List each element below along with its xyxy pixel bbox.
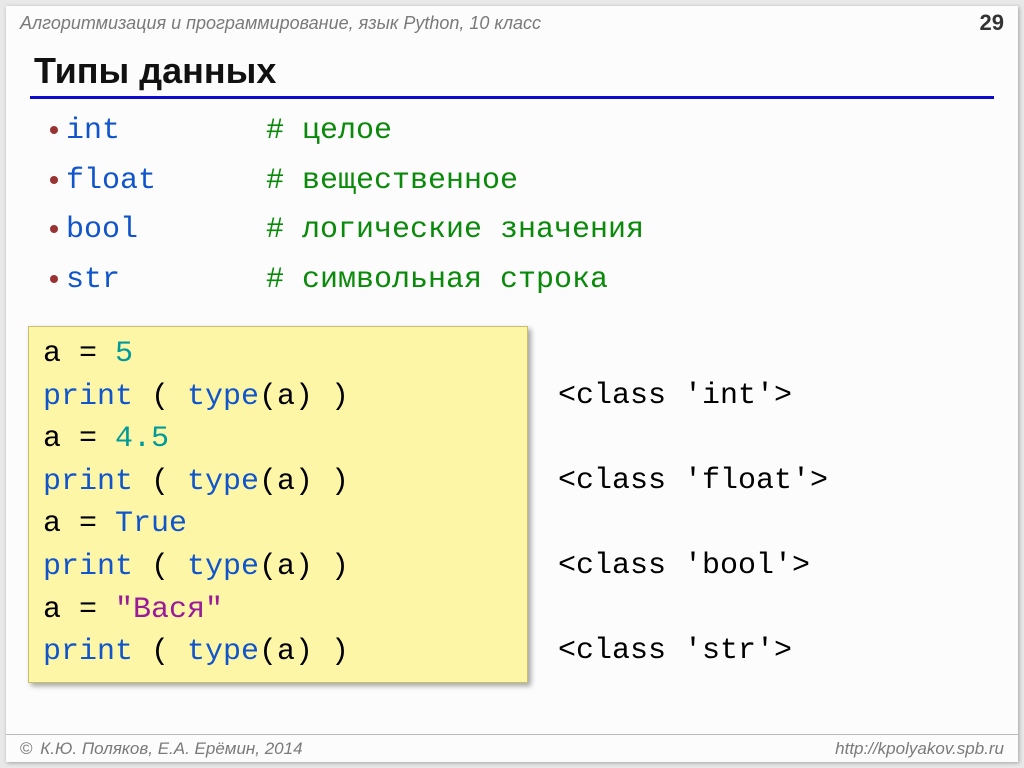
- type-keyword: str: [66, 256, 266, 306]
- bullet-icon: [50, 275, 58, 283]
- output-spacer: [558, 332, 988, 375]
- type-keyword: bool: [66, 206, 266, 256]
- code-line: a = 4.5: [43, 418, 517, 461]
- code-token: 5: [115, 337, 133, 371]
- type-comment: # символьная строка: [266, 256, 608, 306]
- code-token: True: [115, 507, 187, 541]
- code-token: =: [61, 507, 115, 541]
- type-list: int # целое float # вещественное bool # …: [50, 107, 1018, 305]
- output-spacer: [558, 417, 988, 460]
- type-comment: # логические значения: [266, 206, 644, 256]
- list-item: float # вещественное: [50, 157, 1018, 207]
- code-token: print: [43, 465, 133, 499]
- output-spacer: [558, 502, 988, 545]
- bullet-icon: [50, 225, 58, 233]
- authors: К.Ю. Поляков, Е.А. Ерёмин, 2014: [40, 739, 302, 758]
- code-token: "Вася": [115, 593, 223, 627]
- course-title: Алгоритмизация и программирование, язык …: [20, 13, 541, 34]
- code-token: type: [187, 550, 259, 584]
- code-line: print ( type(a) ): [43, 631, 517, 674]
- code-token: type: [187, 635, 259, 669]
- code-token: =: [61, 422, 115, 456]
- code-line: a = 5: [43, 333, 517, 376]
- code-token: (a) ): [259, 635, 349, 669]
- code-line: print ( type(a) ): [43, 546, 517, 589]
- code-token: =: [61, 337, 115, 371]
- code-token: (a) ): [259, 380, 349, 414]
- code-token: (a) ): [259, 465, 349, 499]
- page-number: 29: [980, 10, 1004, 36]
- code-line: a = True: [43, 503, 517, 546]
- code-token: type: [187, 465, 259, 499]
- code-token: 4.5: [115, 422, 169, 456]
- code-token: =: [61, 593, 115, 627]
- code-line: a = "Вася": [43, 589, 517, 632]
- slide: Алгоритмизация и программирование, язык …: [6, 6, 1018, 762]
- code-line: print ( type(a) ): [43, 376, 517, 419]
- code-token: type: [187, 380, 259, 414]
- bullet-icon: [50, 176, 58, 184]
- code-box: a = 5print ( type(a) )a = 4.5print ( typ…: [28, 326, 528, 683]
- list-item: int # целое: [50, 107, 1018, 157]
- code-token: (: [133, 465, 187, 499]
- code-token: a: [43, 507, 61, 541]
- type-keyword: int: [66, 107, 266, 157]
- code-token: (: [133, 635, 187, 669]
- output-line: <class 'int'>: [558, 375, 988, 418]
- code-token: a: [43, 422, 61, 456]
- list-item: str # символьная строка: [50, 256, 1018, 306]
- output-column: <class 'int'> <class 'float'> <class 'bo…: [558, 332, 988, 673]
- code-token: print: [43, 380, 133, 414]
- list-item: bool # логические значения: [50, 206, 1018, 256]
- header: Алгоритмизация и программирование, язык …: [6, 6, 1018, 36]
- output-spacer: [558, 588, 988, 631]
- copyright: © К.Ю. Поляков, Е.А. Ерёмин, 2014: [20, 739, 303, 759]
- code-token: (a) ): [259, 550, 349, 584]
- code-token: (: [133, 380, 187, 414]
- bullet-icon: [50, 126, 58, 134]
- output-line: <class 'float'>: [558, 460, 988, 503]
- code-token: print: [43, 635, 133, 669]
- code-line: print ( type(a) ): [43, 461, 517, 504]
- footer: © К.Ю. Поляков, Е.А. Ерёмин, 2014 http:/…: [6, 734, 1018, 762]
- code-token: (: [133, 550, 187, 584]
- code-token: print: [43, 550, 133, 584]
- footer-url: http://kpolyakov.spb.ru: [835, 739, 1004, 759]
- type-comment: # вещественное: [266, 157, 518, 207]
- output-line: <class 'bool'>: [558, 545, 988, 588]
- type-keyword: float: [66, 157, 266, 207]
- type-comment: # целое: [266, 107, 392, 157]
- code-token: a: [43, 593, 61, 627]
- output-line: <class 'str'>: [558, 630, 988, 673]
- copyright-icon: ©: [20, 739, 33, 758]
- code-token: a: [43, 337, 61, 371]
- title-underline: [30, 96, 994, 99]
- slide-title: Типы данных: [34, 50, 1018, 92]
